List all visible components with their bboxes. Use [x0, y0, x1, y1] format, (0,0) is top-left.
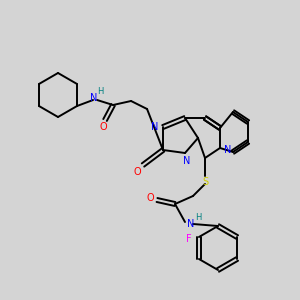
- Text: N: N: [90, 93, 98, 103]
- Text: H: H: [97, 88, 103, 97]
- Text: N: N: [224, 145, 232, 155]
- Text: O: O: [133, 167, 141, 177]
- Text: O: O: [146, 193, 154, 203]
- Text: O: O: [99, 122, 107, 132]
- Text: N: N: [183, 156, 191, 166]
- Text: N: N: [151, 122, 159, 132]
- Text: H: H: [195, 212, 201, 221]
- Text: F: F: [186, 234, 192, 244]
- Text: N: N: [187, 219, 195, 229]
- Text: S: S: [202, 177, 208, 187]
